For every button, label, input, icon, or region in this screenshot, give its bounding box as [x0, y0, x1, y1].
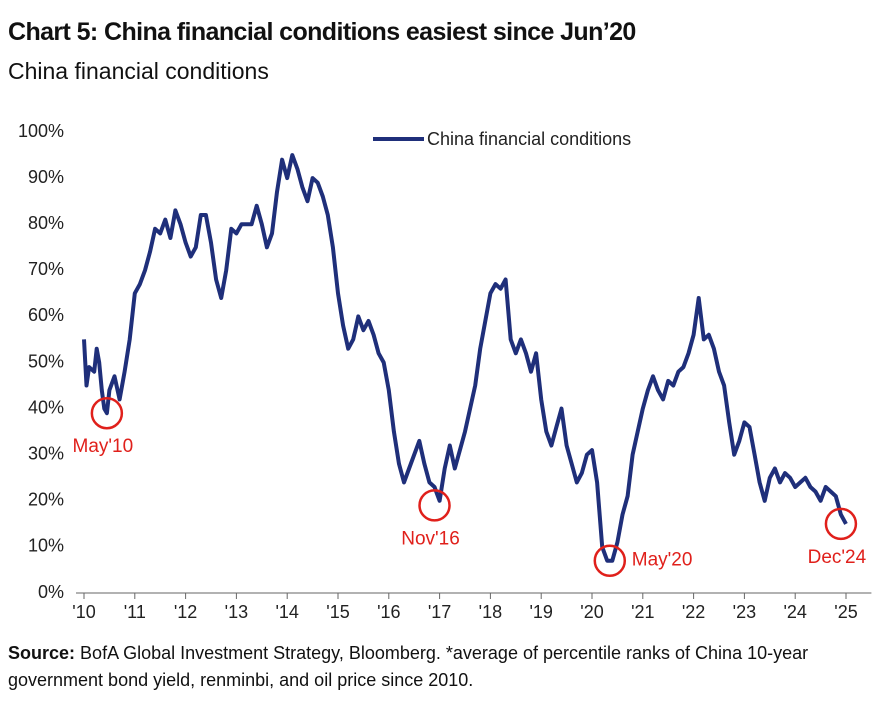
y-tick-label: 0%	[38, 582, 64, 602]
x-tick-label: '11	[124, 602, 146, 622]
x-tick-label: '24	[783, 602, 806, 622]
annotation-label: May'10	[73, 436, 134, 457]
x-tick-label: '12	[174, 602, 197, 622]
annotation-circle	[90, 396, 124, 430]
x-tick-label: '10	[72, 602, 95, 622]
y-tick-label: 90%	[28, 167, 64, 187]
chart: 0% 10% 20% 30% 40% 50% 60% 70% 80% 90% 100% '10 '11 '…	[18, 121, 872, 622]
x-tick-label: '21	[631, 602, 654, 622]
annotation-label: Nov'16	[401, 528, 460, 549]
chart-subtitle: China financial conditions	[8, 58, 269, 84]
x-tick-label: '19	[529, 602, 552, 622]
source-text: BofA Global Investment Strategy, Bloombe…	[8, 643, 809, 690]
x-tick-label: '15	[326, 602, 349, 622]
x-tick-label: '16	[377, 602, 400, 622]
y-tick-label: 20%	[28, 490, 64, 510]
x-tick-label: '22	[682, 602, 705, 622]
x-tick-label: '17	[428, 602, 451, 622]
annotation-circle	[418, 489, 451, 522]
annotation-label: Dec'24	[808, 547, 867, 568]
y-tick-label: 10%	[28, 536, 64, 556]
x-tick-label: '18	[479, 602, 502, 622]
x-tick-label: '23	[733, 602, 756, 622]
source-note: Source: BofA Global Investment Strategy,…	[8, 640, 878, 694]
chart-title: Chart 5: China financial conditions easi…	[8, 18, 636, 46]
y-tick-label: 40%	[28, 397, 64, 417]
annotation-circle	[824, 507, 858, 541]
x-tick-label: '20	[580, 602, 603, 622]
y-tick-label: 30%	[28, 443, 64, 463]
source-label: Source:	[8, 643, 76, 663]
annotation-circle	[593, 544, 627, 577]
x-tick-label: '13	[225, 602, 248, 622]
annotation-label: May'20	[632, 550, 693, 571]
y-tick-label: 50%	[28, 351, 64, 371]
legend-label: China financial conditions	[427, 129, 631, 149]
x-tick-label: '25	[834, 602, 857, 622]
y-tick-label: 80%	[28, 213, 64, 233]
data-line	[82, 153, 848, 563]
x-tick-label: '14	[275, 602, 298, 622]
y-tick-label: 100%	[18, 121, 64, 141]
y-tick-label: 70%	[28, 259, 64, 279]
y-tick-label: 60%	[28, 305, 64, 325]
